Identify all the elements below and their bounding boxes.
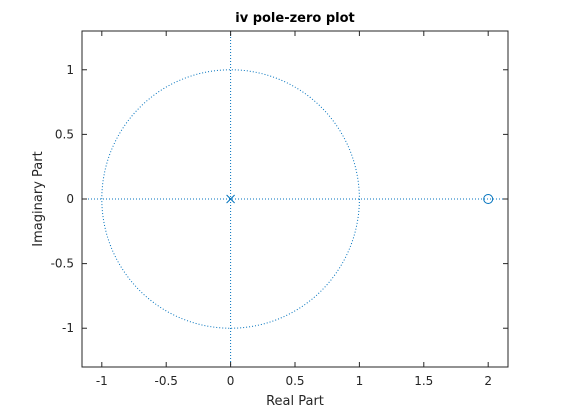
y-ticks: -1 -0.5 0 0.5 1	[51, 63, 508, 335]
markers	[226, 194, 494, 204]
zero-marker	[483, 194, 494, 204]
y-tick-label: 0	[66, 192, 74, 206]
unit-circle	[101, 69, 360, 329]
unit-circle-group	[101, 69, 360, 329]
x-tick-label: 0	[227, 374, 235, 388]
x-tick-label: 0.5	[285, 374, 304, 388]
x-ticks: -1 -0.5 0 0.5 1 1.5 2	[96, 31, 492, 388]
x-tick-label: -1	[96, 374, 108, 388]
y-tick-label: 1	[66, 63, 74, 77]
x-tick-label: 1	[356, 374, 364, 388]
x-axis-label: Real Part	[266, 394, 324, 409]
y-tick-label: 0.5	[55, 127, 74, 141]
x-tick-label: 2	[484, 374, 492, 388]
x-tick-label: 1.5	[414, 374, 433, 388]
x-tick-label: -0.5	[154, 374, 177, 388]
y-tick-label: -1	[62, 321, 74, 335]
chart-title: iv pole-zero plot	[235, 11, 355, 26]
pole-marker	[226, 194, 235, 204]
y-axis-label: Imaginary Part	[31, 151, 46, 246]
y-tick-label: -0.5	[51, 257, 74, 271]
